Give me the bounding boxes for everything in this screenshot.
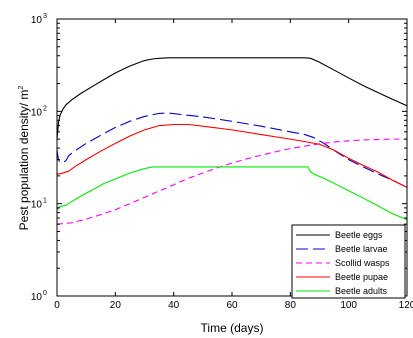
y-axis-label: Pest population density/ m2: [17, 86, 31, 231]
plot-frame: [56, 18, 408, 297]
series-line-beetle-adults: [56, 166, 408, 221]
y-axis-label-main: Pest population density/ m: [17, 90, 31, 231]
y-tick-exponent: 1: [43, 198, 47, 205]
legend-entries: Beetle eggs Beetle larvae Scollid wasps Bee…: [296, 230, 390, 296]
y-tick-label: 10: [31, 292, 43, 303]
x-tick-label: 40: [168, 300, 180, 311]
x-axis-label: Time (days): [201, 321, 264, 335]
x-tick-label: 80: [285, 300, 297, 311]
series-line-scollid-wasps: [56, 138, 407, 225]
x-tick-label: 120: [399, 300, 413, 311]
y-tick-label: 10: [31, 107, 43, 118]
x-tick-label: 100: [340, 300, 357, 311]
legend-box: [291, 224, 406, 299]
series-line-beetle-pupae: [57, 123, 408, 188]
series-line-beetle-eggs: [56, 57, 408, 140]
legend-label: Beetle larvae: [335, 244, 388, 254]
y-axis-label-sup: 2: [18, 86, 25, 90]
series-line-beetle-larvae: [56, 112, 408, 188]
x-tick-label: 60: [226, 300, 238, 311]
legend: Beetle eggs Beetle larvae Scollid wasps Bee…: [291, 224, 406, 299]
y-tick-exponent: 2: [43, 105, 47, 112]
legend-label: Beetle eggs: [335, 230, 383, 240]
series-layer: [56, 57, 408, 225]
legend-label: Scollid wasps: [335, 258, 390, 268]
x-tick-label: 20: [110, 300, 122, 311]
y-tick-label: 10: [31, 200, 43, 211]
y-tick-exponent: 0: [43, 290, 47, 297]
x-tick-label: 0: [54, 300, 60, 311]
legend-label: Beetle pupae: [335, 272, 388, 282]
y-tick-label: 10: [31, 15, 43, 26]
y-tick-exponent: 3: [43, 13, 47, 20]
legend-label: Beetle adults: [335, 286, 388, 296]
